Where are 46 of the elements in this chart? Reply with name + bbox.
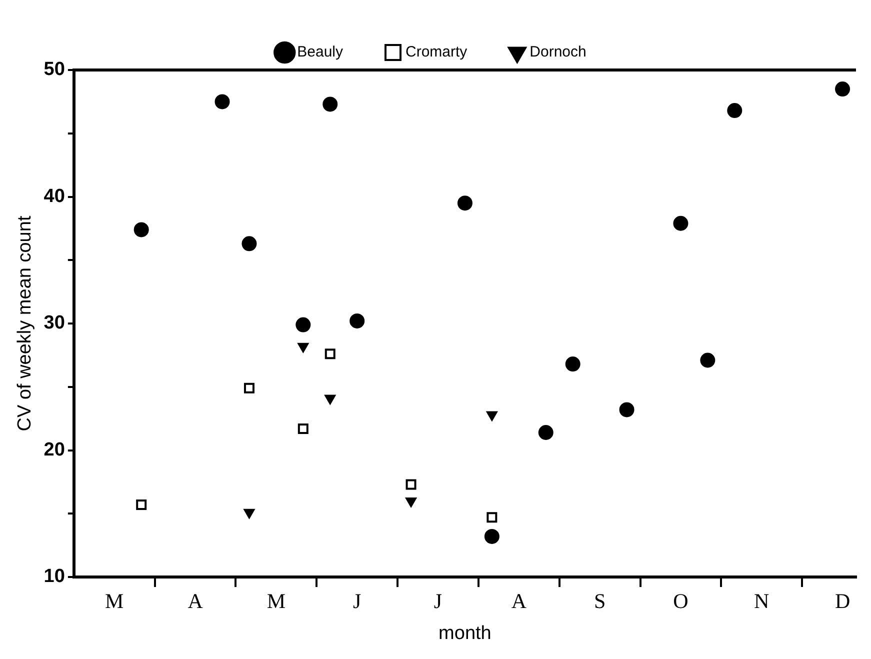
x-tick-label: S <box>594 589 606 614</box>
point <box>324 348 336 360</box>
x-tick-label: A <box>188 589 204 614</box>
point <box>484 528 500 544</box>
y-axis-title: CV of weekly mean count <box>14 215 36 432</box>
point <box>242 236 257 252</box>
x-axis-title: month <box>438 622 492 644</box>
point <box>457 196 472 211</box>
point <box>486 512 498 523</box>
point <box>244 508 255 519</box>
point <box>565 356 580 372</box>
x-tick-label: N <box>754 589 770 614</box>
point <box>619 402 634 418</box>
point <box>835 82 850 97</box>
point <box>405 497 417 508</box>
x-tick-label: J <box>434 589 442 614</box>
point <box>350 313 365 328</box>
x-tick-label: O <box>673 589 688 614</box>
y-tick-label: 30 <box>44 312 65 334</box>
point <box>406 479 416 490</box>
legend-label: Beauly <box>297 44 344 61</box>
point <box>298 423 308 434</box>
point <box>214 94 230 110</box>
point <box>134 222 149 238</box>
point <box>727 103 742 118</box>
y-tick-label: 10 <box>44 566 65 588</box>
point <box>322 96 338 112</box>
legend-label: Cromarty <box>406 44 468 61</box>
x-tick-label: M <box>266 589 286 614</box>
point <box>324 394 336 405</box>
x-tick-label: J <box>353 589 362 614</box>
point <box>296 317 311 332</box>
y-tick-label: 50 <box>44 59 65 80</box>
x-tick-label: D <box>834 589 850 614</box>
point <box>136 500 147 510</box>
x-tick-label: M <box>105 589 124 614</box>
point <box>486 411 498 422</box>
y-tick-label: 20 <box>44 439 65 460</box>
point <box>673 216 688 231</box>
x-tick-label: A <box>511 589 528 614</box>
point <box>297 342 309 353</box>
point <box>700 352 716 368</box>
point <box>538 425 554 440</box>
y-tick-label: 40 <box>44 186 65 207</box>
point <box>244 382 254 394</box>
legend-label: Dornoch <box>530 44 586 61</box>
